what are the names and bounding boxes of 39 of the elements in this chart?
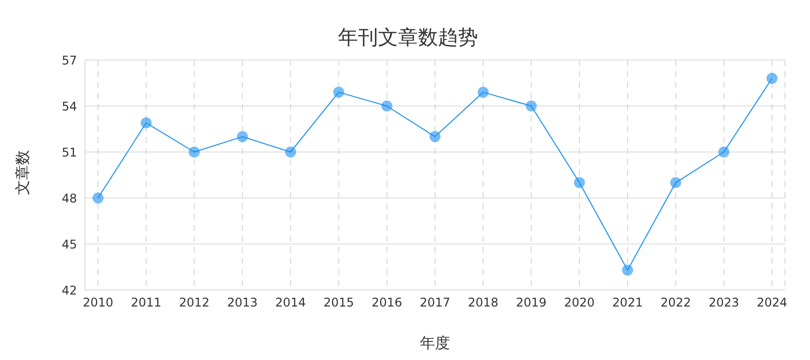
point	[670, 177, 682, 188]
x-tick-label: 2019	[516, 296, 547, 310]
point	[430, 131, 440, 142]
y-tick-label: 45	[62, 237, 77, 252]
point	[766, 72, 778, 84]
x-tick-label: 2022	[660, 296, 691, 310]
x-tick-label: 2012	[179, 296, 210, 310]
chart-title: 年刊文章数趋势	[337, 24, 479, 51]
x-tick-label: 2015	[323, 296, 354, 310]
point	[526, 100, 537, 112]
point	[236, 131, 248, 142]
point	[285, 146, 296, 158]
y-tick-label: 54	[62, 99, 77, 114]
point	[381, 100, 392, 112]
y-tick-label: 57	[62, 53, 77, 68]
y-tick-label: 48	[62, 191, 77, 206]
x-tick-label: 2013	[227, 296, 258, 310]
x-tick-label: 2018	[468, 296, 498, 310]
x-tick-label: 2016	[372, 296, 402, 310]
y-tick-label: 42	[62, 283, 77, 298]
point	[574, 177, 585, 188]
y-axis-title: 文章数	[13, 150, 32, 195]
x-tick-label: 2020	[564, 296, 595, 310]
point	[718, 146, 730, 158]
x-tick-label: 2021	[612, 296, 643, 310]
point	[622, 264, 634, 276]
x-tick-label: 2010	[82, 296, 114, 310]
x-tick-label: 2023	[708, 296, 740, 310]
point	[140, 117, 152, 128]
x-tick-label: 2017	[420, 296, 450, 310]
x-tick-label: 2014	[275, 296, 306, 310]
x-tick-label: 2011	[130, 296, 162, 310]
x-axis-title: 年度	[420, 334, 450, 352]
point	[92, 192, 104, 204]
x-tick-label: 2024	[756, 296, 788, 310]
point	[188, 146, 200, 158]
y-tick-label: 51	[62, 145, 77, 160]
point	[478, 86, 489, 98]
point	[333, 86, 344, 98]
